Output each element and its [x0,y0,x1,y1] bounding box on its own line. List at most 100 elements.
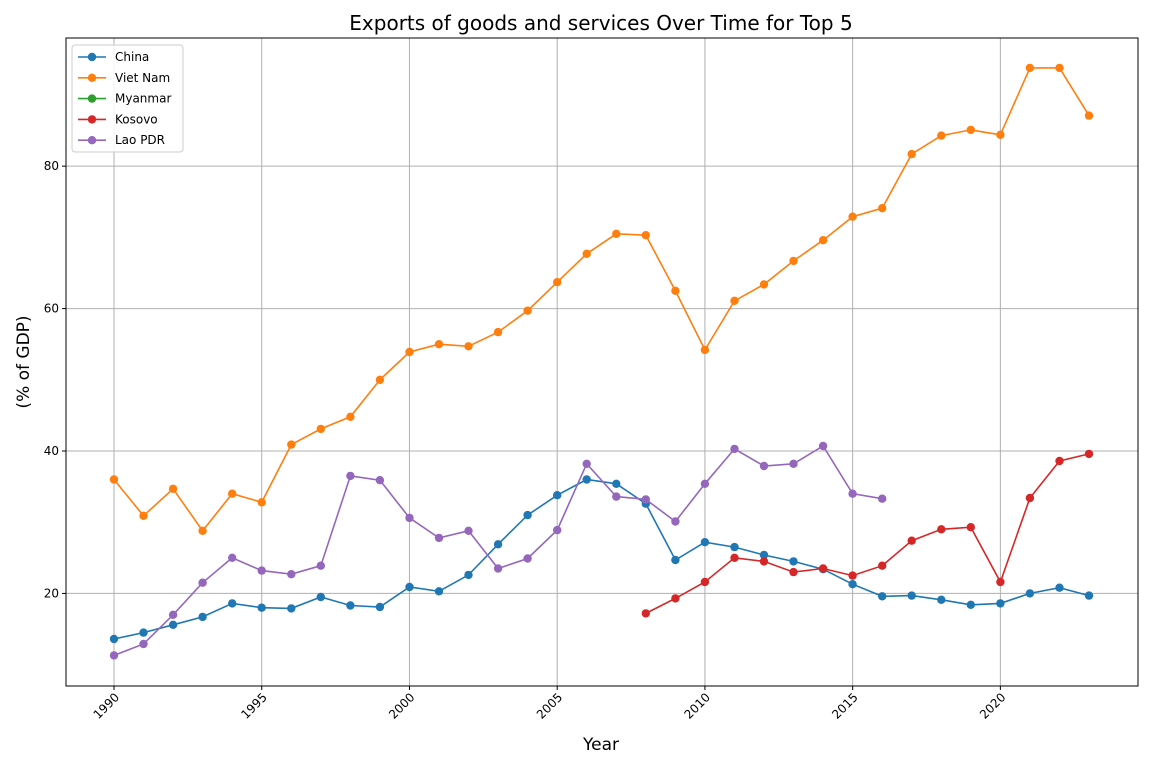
data-point-lao-pdr [553,525,562,535]
data-point-viet-nam [434,340,444,349]
x-tick-label: 2015 [829,690,860,721]
legend-marker [87,136,97,145]
series-layer [109,63,1094,660]
series-viet-nam [109,63,1094,535]
series-line-viet-nam [113,67,1090,533]
legend-label: Viet Nam [115,71,170,85]
data-point-viet-nam [1084,111,1094,120]
data-point-lao-pdr [582,459,591,468]
data-point-china [966,600,975,609]
data-point-lao-pdr [228,553,237,562]
data-point-lao-pdr [316,561,325,570]
data-point-kosovo [996,577,1005,587]
data-point-kosovo [848,571,857,580]
data-point-lao-pdr [198,578,207,587]
data-point-lao-pdr [168,610,178,619]
data-point-lao-pdr [789,459,798,468]
legend-label: Kosovo [115,112,158,126]
legend-item: China [78,50,149,64]
x-tick-label: 2010 [682,690,713,721]
data-point-viet-nam [405,347,414,357]
data-point-viet-nam [198,526,207,535]
data-point-viet-nam [375,375,385,384]
data-point-china [346,601,355,610]
data-point-kosovo [818,564,828,573]
data-point-lao-pdr [759,461,769,471]
data-point-kosovo [671,594,680,603]
data-point-viet-nam [641,231,650,240]
data-point-china [523,510,532,520]
data-point-china [1055,583,1064,592]
legend: China Viet Nam Myanmar Kosovo Lao PDR [71,44,184,153]
series-lao-pdr [109,441,887,660]
data-point-viet-nam [287,440,296,449]
legend-item: Lao PDR [78,133,165,147]
data-point-lao-pdr [287,570,296,579]
data-point-viet-nam [671,286,680,295]
data-point-viet-nam [1025,63,1035,73]
data-point-viet-nam [848,212,857,221]
y-tick-label: 40 [44,444,59,458]
data-point-china [1084,591,1094,600]
grid-lines [66,38,1138,686]
data-point-kosovo [966,523,975,532]
data-point-lao-pdr [405,513,414,523]
data-point-viet-nam [1055,63,1064,73]
data-point-lao-pdr [700,479,710,488]
data-point-china [789,557,798,566]
data-point-china [493,540,503,549]
legend-item: Viet Nam [78,71,170,85]
plot-area-frame [65,37,1139,687]
data-point-china [405,582,414,592]
x-tick-label: 1990 [91,690,122,721]
data-point-lao-pdr [671,517,680,526]
y-tick-label: 20 [44,586,59,600]
data-point-kosovo [730,553,739,562]
data-point-viet-nam [907,149,916,159]
data-point-lao-pdr [464,526,473,535]
data-point-lao-pdr [730,444,739,454]
data-point-viet-nam [228,489,237,498]
data-point-kosovo [878,561,887,570]
data-point-viet-nam [139,511,148,520]
data-point-viet-nam [257,498,266,507]
data-point-viet-nam [553,278,562,287]
data-point-china [907,591,916,600]
data-point-viet-nam [523,306,532,315]
data-point-china [878,592,887,601]
data-point-viet-nam [789,256,798,266]
data-point-lao-pdr [109,651,119,660]
legend-label: Myanmar [115,92,171,106]
data-point-viet-nam [759,280,769,289]
data-point-viet-nam [937,131,946,140]
data-point-kosovo [1084,449,1094,459]
data-point-china [553,491,562,500]
data-point-china [848,580,857,589]
x-tick-label: 2020 [977,690,1008,721]
data-point-china [198,612,207,622]
legend-label: China [115,50,149,64]
data-point-kosovo [1025,493,1035,503]
data-point-viet-nam [346,412,355,421]
data-point-china [109,634,119,644]
data-point-lao-pdr [493,564,503,573]
data-point-viet-nam [109,475,119,484]
legend-box [71,44,184,153]
data-point-lao-pdr [641,495,650,504]
legend-marker [87,73,97,83]
legend-item: Kosovo [78,112,158,126]
data-point-viet-nam [818,236,828,245]
data-point-china [139,628,148,637]
data-point-kosovo [1055,456,1064,466]
data-point-china [316,592,325,602]
series-china [109,475,1094,644]
y-tick-label: 80 [44,159,59,173]
data-point-lao-pdr [257,566,266,575]
data-point-viet-nam [878,204,887,213]
data-point-china [464,570,473,580]
data-point-viet-nam [464,342,473,351]
data-point-viet-nam [700,345,710,355]
data-point-lao-pdr [848,489,857,498]
data-point-viet-nam [996,130,1005,139]
data-point-viet-nam [966,125,975,135]
